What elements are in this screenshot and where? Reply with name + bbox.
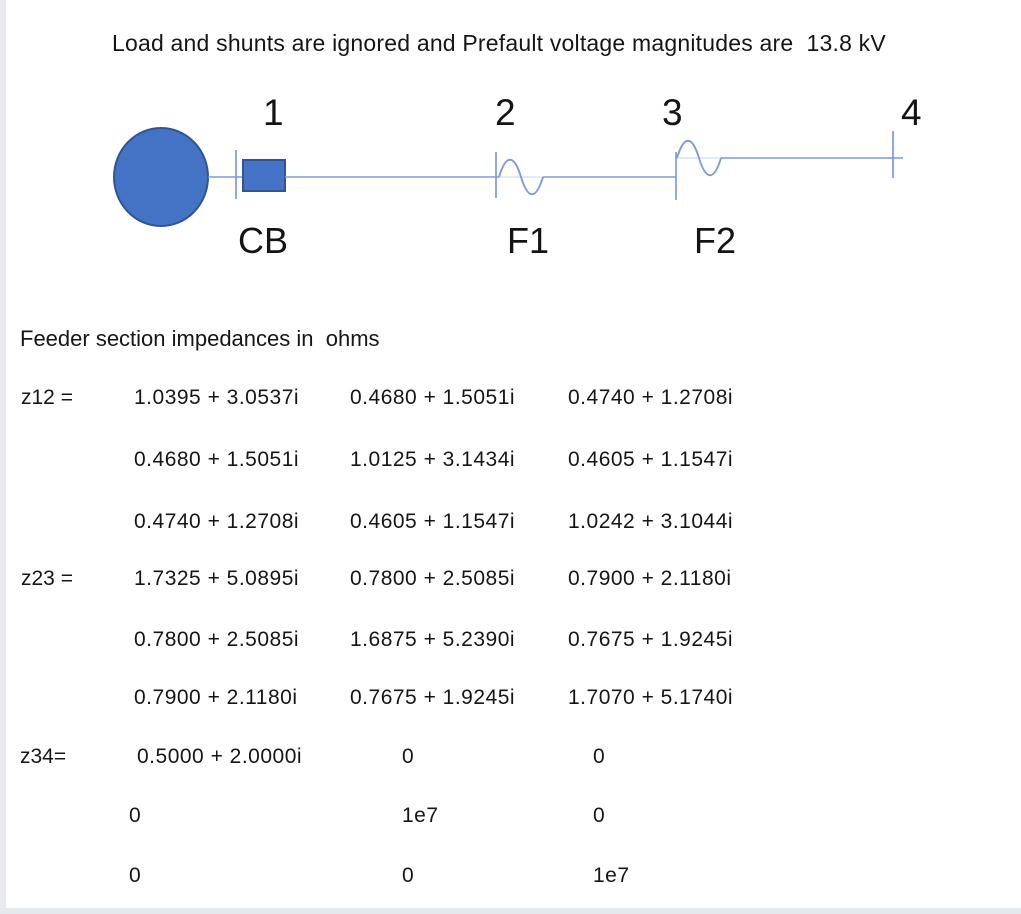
matrix-z23-cell: 0.7900 + 2.1180i [134, 686, 298, 709]
matrix-z23-cell: 0.7675 + 1.9245i [568, 628, 734, 651]
circuit-breaker-label: CB [238, 220, 288, 261]
page-bottom-border [0, 908, 1021, 914]
matrix-z12-cell: 0.4740 + 1.2708i [134, 510, 300, 533]
matrix-z12-cell: 1.0125 + 3.1434i [350, 448, 516, 471]
fault-f1-label: F1 [507, 220, 549, 261]
matrix-z34-cell: 0 [593, 745, 606, 768]
matrix-z34-cell: 0 [402, 864, 415, 887]
matrix-z12-label: z12 = [21, 386, 73, 409]
generator-icon [113, 127, 209, 227]
matrix-z34-cell: 0.5000 + 2.0000i [137, 745, 303, 768]
matrix-z12-cell: 0.4680 + 1.5051i [134, 448, 300, 471]
matrix-z12-cell: 0.4605 + 1.1547i [350, 510, 516, 533]
page-left-border [0, 0, 6, 914]
matrix-z34-cell: 1e7 [402, 804, 439, 827]
matrix-z12-cell: 1.0395 + 3.0537i [134, 386, 300, 409]
matrix-z23-label: z23 = [21, 567, 73, 590]
matrix-z23-cell: 0.7675 + 1.9245i [350, 686, 516, 709]
circuit-breaker-icon [242, 159, 286, 192]
matrix-z34-cell: 0 [129, 804, 142, 827]
matrix-z12-cell: 1.0242 + 3.1044i [568, 510, 734, 533]
bus-3-label: 3 [662, 92, 683, 133]
impedance-section-caption: Feeder section impedances in ohms [20, 326, 380, 351]
matrix-z23-cell: 0.7900 + 2.1180i [568, 567, 732, 590]
fault-f1-sine-icon [498, 158, 544, 196]
bus-4-label: 4 [901, 92, 922, 133]
bus-2-label: 2 [495, 92, 516, 133]
page-title: Load and shunts are ignored and Prefault… [112, 30, 886, 56]
matrix-z23-cell: 0.7800 + 2.5085i [134, 628, 300, 651]
matrix-z34-label: z34= [20, 745, 67, 768]
matrix-z34-cell: 0 [129, 864, 142, 887]
feeder-one-line-diagram: 1 2 3 4 CB F1 F2 [113, 92, 922, 261]
matrix-z23-cell: 0.7800 + 2.5085i [350, 567, 516, 590]
matrix-z23-cell: 1.7325 + 5.0895i [134, 567, 300, 590]
fault-f2-sine-icon [676, 139, 722, 177]
bus-1-label: 1 [263, 92, 284, 133]
matrix-z34-cell: 0 [593, 804, 606, 827]
fault-f2-label: F2 [694, 220, 736, 261]
matrix-z34-cell: 0 [402, 745, 415, 768]
matrix-z34-cell: 1e7 [593, 864, 630, 887]
matrix-z12-cell: 0.4740 + 1.2708i [568, 386, 734, 409]
matrix-z12-cell: 0.4605 + 1.1547i [568, 448, 734, 471]
matrix-z23-cell: 1.6875 + 5.2390i [350, 628, 516, 651]
matrix-z12-cell: 0.4680 + 1.5051i [350, 386, 516, 409]
matrix-z23-cell: 1.7070 + 5.1740i [568, 686, 734, 709]
